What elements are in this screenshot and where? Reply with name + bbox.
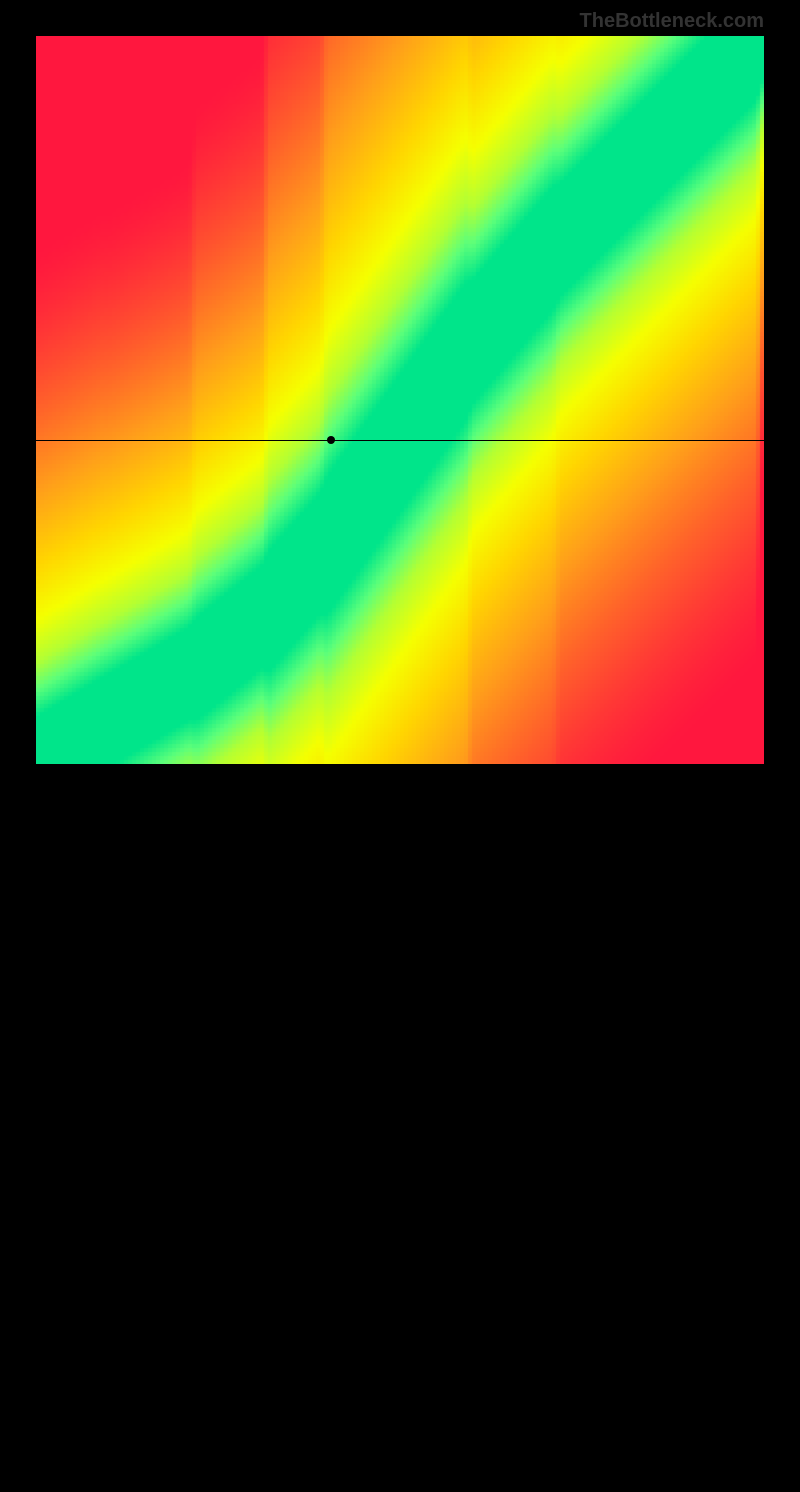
- heatmap-chart: [36, 36, 764, 764]
- selected-point-marker: [327, 436, 335, 444]
- crosshair-vertical: [331, 764, 332, 1492]
- heatmap-canvas: [36, 36, 764, 764]
- crosshair-horizontal: [36, 440, 764, 441]
- watermark: TheBottleneck.com: [580, 10, 764, 33]
